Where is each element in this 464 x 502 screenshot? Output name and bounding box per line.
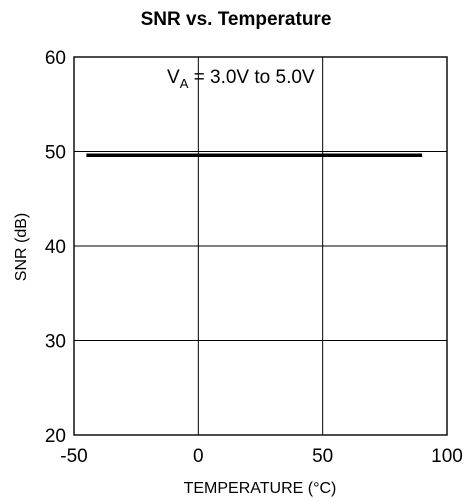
x-tick-label: 100: [431, 446, 463, 467]
plot-frame: [73, 56, 448, 436]
y-tick-label: 20: [45, 426, 66, 447]
gridlines: [74, 57, 447, 435]
y-tick-label: 30: [45, 332, 66, 353]
y-tick-labels: 20 30 40 50 60: [45, 48, 66, 447]
annotation-main: V: [167, 67, 180, 88]
chart-title: SNR vs. Temperature: [141, 9, 332, 30]
y-tick-label: 50: [45, 143, 66, 164]
annotation-rest: = 3.0V to 5.0V: [188, 67, 315, 88]
y-tick-label: 40: [45, 237, 66, 258]
annotation-subscript: A: [180, 76, 189, 91]
x-tick-labels: -50 0 50 100: [60, 446, 463, 467]
x-axis-label: TEMPERATURE (°C): [184, 480, 337, 497]
y-tick-label: 60: [45, 48, 66, 69]
supply-voltage-annotation: VA = 3.0V to 5.0V: [167, 67, 315, 91]
x-tick-label: 50: [312, 446, 333, 467]
x-tick-label: 0: [193, 446, 204, 467]
y-axis-label: SNR (dB): [13, 213, 30, 281]
x-tick-label: -50: [60, 446, 87, 467]
